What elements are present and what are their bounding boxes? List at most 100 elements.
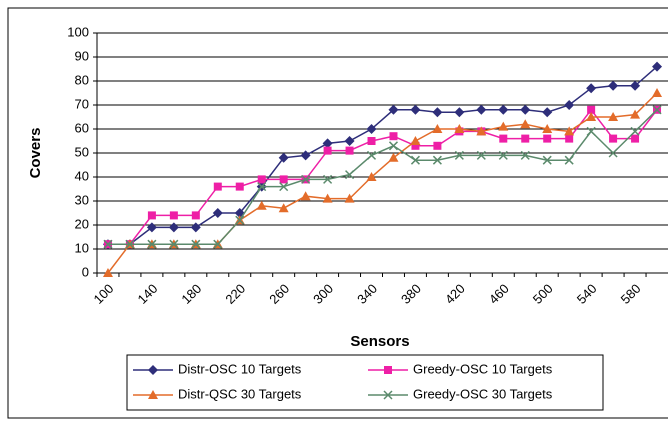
data-point — [147, 239, 157, 249]
y-tick-label: 50 — [75, 144, 89, 159]
data-point — [257, 175, 266, 184]
data-point — [476, 104, 487, 115]
data-point — [542, 107, 553, 118]
data-point — [410, 136, 421, 145]
data-point — [322, 193, 333, 203]
data-point — [521, 134, 530, 143]
data-point — [212, 208, 223, 218]
y-tick-label: 60 — [75, 120, 89, 135]
data-point — [300, 150, 311, 161]
legend-label: Distr-QSC 30 Targets — [178, 386, 302, 401]
legend — [126, 354, 604, 411]
data-point — [366, 124, 377, 134]
data-point — [168, 222, 179, 233]
data-point — [586, 126, 596, 136]
data-point — [102, 268, 113, 277]
data-point — [344, 136, 355, 146]
legend-marker — [384, 366, 392, 374]
data-point — [498, 150, 508, 160]
data-point — [454, 124, 465, 133]
data-point — [411, 141, 420, 150]
data-point — [608, 148, 618, 158]
data-point — [520, 150, 530, 160]
legend-marker — [148, 390, 158, 399]
data-point — [630, 80, 641, 91]
y-tick-label: 80 — [75, 72, 89, 87]
data-point — [301, 174, 311, 184]
data-point — [542, 155, 552, 165]
data-point — [410, 104, 421, 115]
y-tick-label: 0 — [82, 264, 89, 279]
data-point — [631, 134, 640, 143]
data-point — [433, 141, 442, 150]
data-point — [300, 191, 311, 201]
data-point — [323, 174, 333, 184]
y-tick-label: 10 — [75, 240, 89, 255]
data-point — [323, 146, 332, 155]
data-point — [278, 203, 289, 213]
y-tick-label: 100 — [67, 24, 89, 39]
data-point — [367, 137, 376, 145]
data-point — [499, 134, 508, 143]
data-point — [542, 124, 553, 133]
legend-label: Greedy-OSC 30 Targets — [413, 386, 553, 401]
x-axis-label: Sensors — [350, 333, 409, 350]
data-point — [587, 105, 596, 114]
data-point — [103, 239, 113, 249]
data-point — [366, 172, 377, 181]
data-point — [191, 239, 201, 249]
data-point — [476, 150, 486, 160]
y-tick-label: 40 — [75, 168, 89, 183]
data-point — [213, 182, 222, 191]
y-tick-label: 20 — [75, 216, 89, 231]
data-point — [498, 104, 509, 115]
data-point — [147, 211, 156, 220]
data-point — [410, 155, 420, 165]
data-point — [609, 134, 618, 143]
data-point — [432, 107, 443, 118]
legend-marker — [148, 365, 158, 375]
data-point — [169, 211, 178, 220]
data-point — [630, 126, 640, 136]
data-point — [630, 109, 641, 119]
data-point — [279, 175, 288, 184]
data-point — [389, 132, 398, 141]
data-point — [278, 152, 289, 163]
data-point — [322, 138, 333, 149]
data-point — [520, 104, 531, 115]
data-point — [476, 126, 487, 136]
data-point — [564, 155, 574, 165]
data-point — [652, 61, 663, 72]
y-tick-label: 30 — [75, 192, 89, 207]
data-point — [454, 107, 465, 118]
data-point — [454, 150, 464, 160]
data-point — [256, 200, 267, 210]
data-point — [388, 152, 399, 162]
data-point — [432, 155, 442, 165]
data-point — [235, 182, 244, 191]
data-point — [564, 126, 575, 136]
data-point — [608, 112, 619, 121]
y-axis-label: Covers — [27, 128, 44, 179]
data-point — [235, 215, 245, 225]
data-point — [257, 182, 267, 192]
data-point — [652, 105, 662, 115]
data-point — [432, 124, 443, 133]
legend-label: Distr-OSC 10 Targets — [178, 361, 302, 376]
data-point — [564, 100, 575, 110]
data-point — [190, 222, 201, 233]
data-point — [608, 80, 619, 91]
data-point — [345, 170, 355, 180]
data-point — [586, 112, 597, 121]
data-point — [213, 239, 223, 249]
y-tick-label: 90 — [75, 48, 89, 63]
data-point — [543, 134, 552, 143]
data-point — [191, 211, 200, 220]
chart-frame — [7, 7, 668, 419]
legend-marker — [383, 390, 393, 400]
series-line — [107, 109, 658, 245]
data-point — [586, 83, 597, 94]
y-tick-label: 70 — [75, 96, 89, 111]
data-point — [565, 134, 574, 143]
